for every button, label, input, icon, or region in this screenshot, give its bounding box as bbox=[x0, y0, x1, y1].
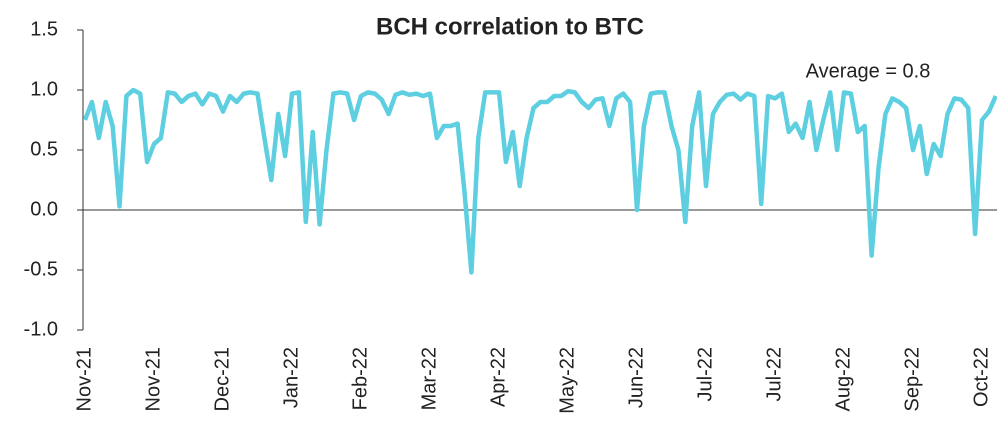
x-tick-label: Sep-22 bbox=[901, 347, 923, 412]
x-tick-label: Jul-22 bbox=[694, 347, 716, 401]
x-tick-label: Aug-22 bbox=[832, 347, 854, 412]
x-tick-label: Feb-22 bbox=[349, 347, 371, 410]
y-tick-label: -1.0 bbox=[24, 318, 58, 340]
chart-title: BCH correlation to BTC bbox=[376, 13, 644, 40]
x-tick-label: Jul-22 bbox=[763, 347, 785, 401]
data-line bbox=[82, 87, 997, 275]
y-tick-label: 0.5 bbox=[30, 138, 58, 160]
y-tick-label: 1.0 bbox=[30, 78, 58, 100]
y-tick-label: 0.0 bbox=[30, 198, 58, 220]
annotation: Average = 0.8 bbox=[806, 60, 931, 82]
x-tick-label: Jan-22 bbox=[280, 347, 302, 408]
x-tick-label: Oct-22 bbox=[970, 347, 992, 407]
x-tick-label: Apr-22 bbox=[487, 347, 509, 407]
y-tick-label: -0.5 bbox=[24, 258, 58, 280]
x-tick-label: Nov-21 bbox=[142, 347, 164, 411]
x-tick-label: Dec-21 bbox=[211, 347, 233, 411]
x-tick-label: Mar-22 bbox=[418, 347, 440, 410]
x-tick-label: Jun-22 bbox=[625, 347, 647, 408]
x-tick-label: May-22 bbox=[556, 347, 578, 414]
x-tick-label: Nov-21 bbox=[73, 347, 95, 411]
y-tick-label: 1.5 bbox=[30, 18, 58, 40]
